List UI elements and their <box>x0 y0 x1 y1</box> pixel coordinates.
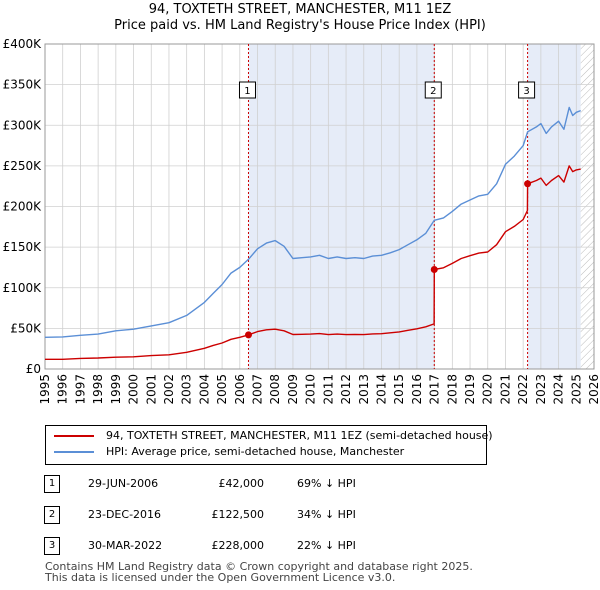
x-tick-label: 2018 <box>445 374 459 405</box>
y-tick-label: £0 <box>26 362 41 376</box>
x-tick-label: 2003 <box>180 374 194 405</box>
x-tick-label: 1997 <box>73 374 87 405</box>
transaction-price: £122,500 <box>211 508 265 521</box>
legend-swatch-property <box>54 435 94 437</box>
transaction-date: 30-MAR-2022 <box>88 539 163 552</box>
y-tick-label: £100K <box>3 281 43 295</box>
transaction-price: £42,000 <box>218 477 265 490</box>
legend-label-property: 94, TOXTETH STREET, MANCHESTER, M11 1EZ … <box>106 429 493 442</box>
marker-badge-label: 3 <box>523 86 529 97</box>
x-tick-label: 2016 <box>410 374 424 405</box>
transaction-hpi-diff: 22% ↓ HPI <box>297 539 356 552</box>
y-tick-label: £300K <box>3 118 43 132</box>
x-tick-label: 2014 <box>374 374 388 405</box>
transaction-hpi-diff: 34% ↓ HPI <box>297 508 356 521</box>
x-tick-label: 2012 <box>339 374 353 405</box>
marker-badge <box>424 81 442 99</box>
x-tick-label: 2007 <box>251 374 265 405</box>
price-chart: 1 2 3 £0 £50K £100K £150K £200K £250K £300K £350K £… <box>3 37 600 405</box>
x-tick-label: 2001 <box>144 374 158 405</box>
y-tick-label: £200K <box>3 200 43 214</box>
transaction-row: 1 29-JUN-2006 £42,000 69% ↓ HPI <box>0 475 600 495</box>
x-tick-label: 1998 <box>91 374 105 405</box>
x-tick-label: 2015 <box>392 374 406 405</box>
x-tick-label: 2022 <box>516 374 530 405</box>
legend-label-hpi: HPI: Average price, semi-detached house,… <box>106 445 405 458</box>
sale-point <box>524 180 532 188</box>
marker-badge <box>518 81 536 99</box>
marker-badge <box>238 81 256 99</box>
x-tick-label: 2004 <box>197 374 211 405</box>
transaction-number: 1 <box>44 475 60 493</box>
footer-copyright: Contains HM Land Registry data © Crown c… <box>45 560 473 573</box>
x-tick-label: 2020 <box>481 374 495 405</box>
transaction-price: £228,000 <box>211 539 265 552</box>
x-tick-label: 2017 <box>428 374 442 405</box>
sale-point <box>244 331 252 339</box>
x-tick-label: 2008 <box>268 374 282 405</box>
x-tick-label: 2011 <box>321 374 335 405</box>
marker-badge-label: 2 <box>430 86 436 97</box>
transaction-date: 29-JUN-2006 <box>88 477 159 490</box>
x-tick-label: 2005 <box>215 374 229 405</box>
x-tick-label: 2010 <box>304 374 318 405</box>
x-tick-label: 2009 <box>286 374 300 405</box>
chart-title: 94, TOXTETH STREET, MANCHESTER, M11 1EZ <box>148 2 452 17</box>
x-tick-label: 2019 <box>463 374 477 405</box>
y-tick-label: £50K <box>10 321 42 335</box>
y-tick-label: £150K <box>3 240 43 254</box>
x-tick-label: 1995 <box>38 374 52 405</box>
plot-border <box>44 43 595 370</box>
x-tick-label: 2002 <box>162 374 176 405</box>
x-tick-label: 2026 <box>587 374 600 405</box>
legend-swatch-hpi <box>54 451 94 453</box>
x-tick-label: 2006 <box>233 374 247 405</box>
x-tick-label: 2025 <box>569 374 583 405</box>
y-tick-label: £250K <box>3 159 43 173</box>
marker-badge-label: 1 <box>244 86 250 97</box>
chart-subtitle: Price paid vs. HM Land Registry's House … <box>114 18 486 33</box>
footer-licence: This data is licensed under the Open Gov… <box>45 571 396 584</box>
x-tick-label: 2023 <box>534 374 548 405</box>
y-tick-label: £350K <box>3 78 43 92</box>
transaction-row: 2 23-DEC-2016 £122,500 34% ↓ HPI <box>0 506 600 526</box>
x-tick-label: 1996 <box>56 374 70 405</box>
transaction-date: 23-DEC-2016 <box>88 508 162 521</box>
x-tick-label: 2024 <box>552 374 566 405</box>
legend: 94, TOXTETH STREET, MANCHESTER, M11 1EZ … <box>45 425 493 465</box>
x-tick-label: 2013 <box>357 374 371 405</box>
x-tick-label: 1999 <box>109 374 123 405</box>
transaction-number: 2 <box>44 506 60 524</box>
x-tick-label: 2021 <box>498 374 512 405</box>
transaction-hpi-diff: 69% ↓ HPI <box>297 477 356 490</box>
series-line-hpi <box>44 106 581 338</box>
transaction-row: 3 30-MAR-2022 £228,000 22% ↓ HPI <box>0 537 600 557</box>
sale-point <box>430 265 438 273</box>
transaction-number: 3 <box>44 537 60 555</box>
y-tick-label: £400K <box>3 37 43 51</box>
x-tick-label: 2000 <box>127 374 141 405</box>
